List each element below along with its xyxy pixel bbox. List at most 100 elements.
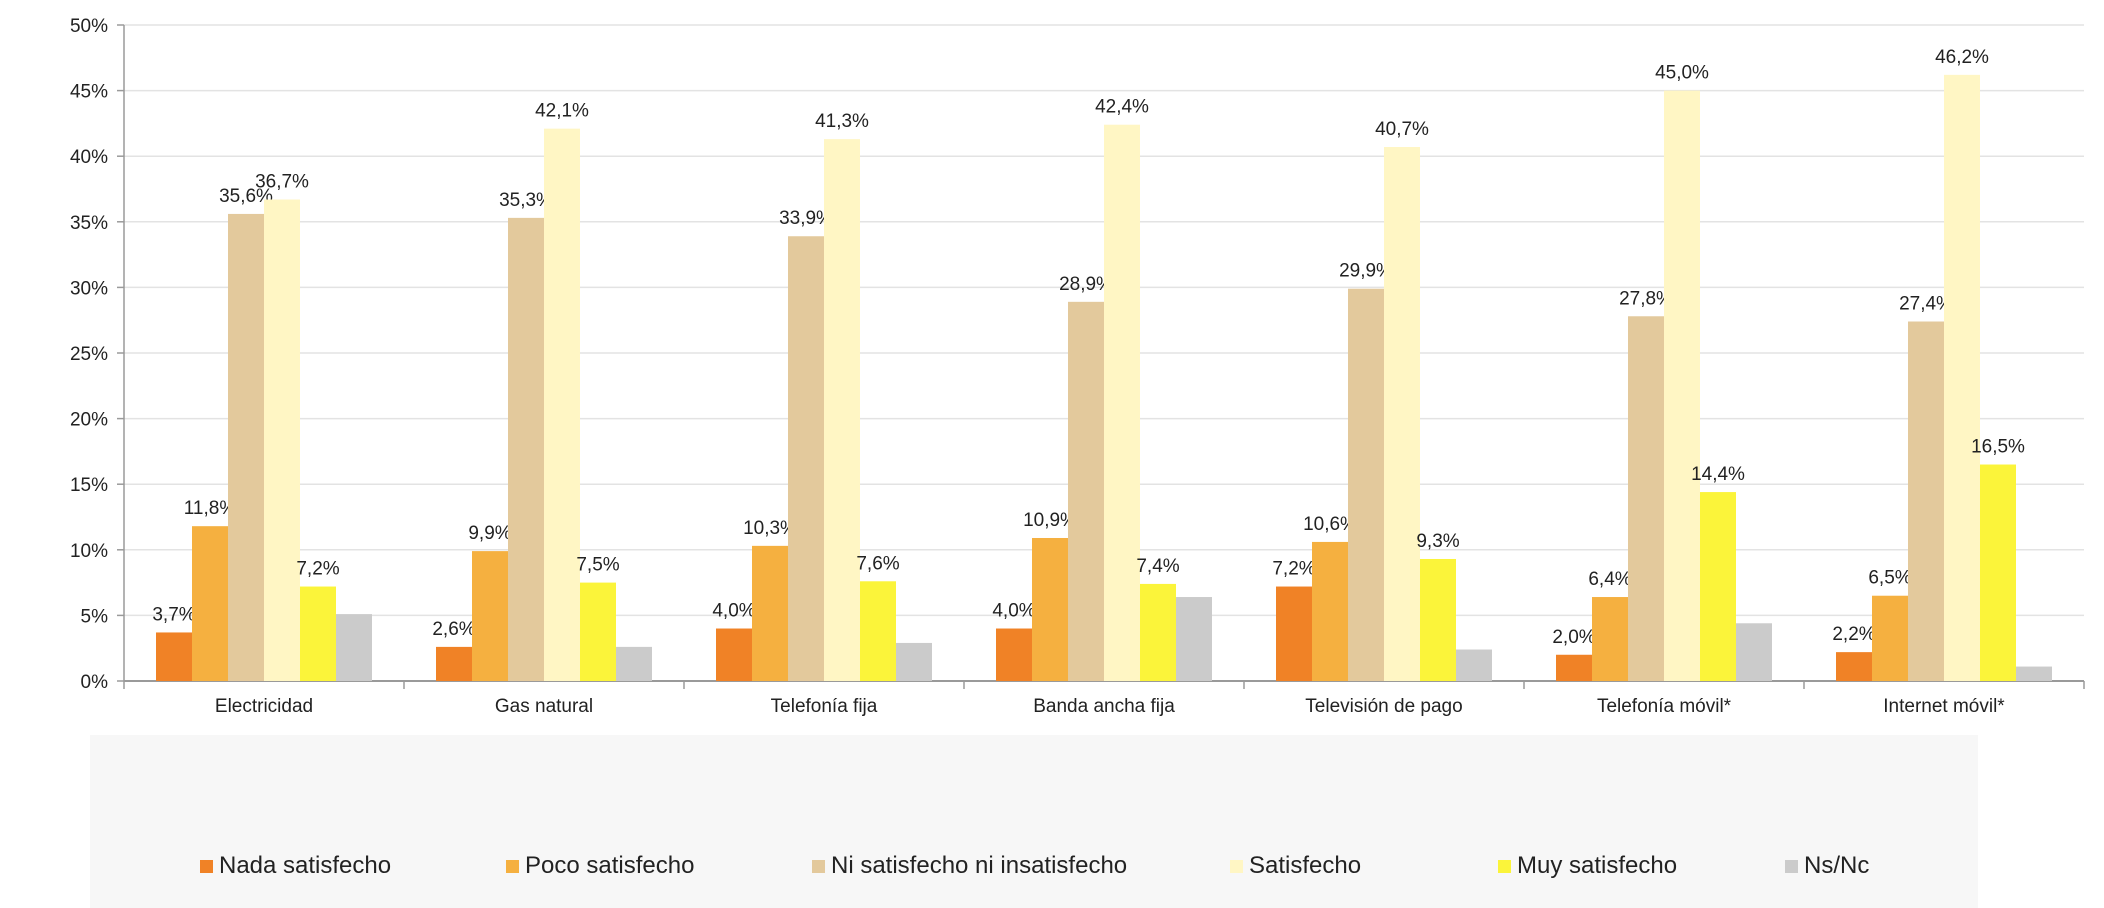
bar bbox=[1736, 623, 1772, 681]
y-tick-label: 40% bbox=[70, 147, 108, 168]
x-tick-label: Banda ancha fija bbox=[1033, 696, 1175, 717]
data-label: 9,9% bbox=[468, 523, 511, 544]
y-tick-label: 10% bbox=[70, 541, 108, 562]
bar bbox=[1176, 597, 1212, 681]
data-label: 7,5% bbox=[576, 555, 619, 576]
legend-item: Muy satisfecho bbox=[1498, 852, 1677, 880]
bar bbox=[1556, 654, 1592, 681]
bar bbox=[2016, 666, 2052, 681]
bar bbox=[752, 545, 788, 681]
data-label: 7,2% bbox=[1272, 559, 1315, 580]
bar bbox=[1592, 597, 1628, 681]
bar bbox=[508, 217, 544, 681]
legend-background bbox=[90, 735, 1978, 908]
bar bbox=[1628, 316, 1664, 681]
bar bbox=[860, 581, 896, 681]
y-tick-label: 15% bbox=[70, 475, 108, 496]
data-label: 4,0% bbox=[992, 601, 1035, 622]
data-label: 7,2% bbox=[296, 559, 339, 580]
legend-item: Poco satisfecho bbox=[506, 852, 694, 880]
bar bbox=[300, 586, 336, 681]
data-label: 16,5% bbox=[1971, 437, 2025, 458]
bar bbox=[580, 582, 616, 681]
bar bbox=[1068, 301, 1104, 681]
data-label: 10,9% bbox=[1023, 510, 1077, 531]
bar bbox=[1980, 464, 2016, 681]
legend-label: Poco satisfecho bbox=[525, 852, 695, 879]
data-label: 27,8% bbox=[1619, 288, 1673, 309]
legend-swatch bbox=[1785, 859, 1798, 873]
bar bbox=[156, 632, 192, 681]
x-tick-label: Telefonía móvil* bbox=[1597, 696, 1732, 717]
legend-label: Satisfecho bbox=[1249, 852, 1362, 879]
bar bbox=[996, 628, 1032, 681]
legend-label: Ni satisfecho ni insatisfecho bbox=[831, 852, 1128, 879]
bar bbox=[1276, 586, 1312, 681]
data-label: 2,0% bbox=[1552, 627, 1595, 648]
legend-swatch bbox=[812, 859, 825, 873]
x-tick-label: Telefonía fija bbox=[771, 696, 878, 717]
legend-swatch bbox=[506, 859, 519, 873]
data-label: 6,5% bbox=[1868, 568, 1911, 589]
bar bbox=[1836, 652, 1872, 681]
y-tick-label: 0% bbox=[81, 672, 109, 693]
data-label: 27,4% bbox=[1899, 294, 1953, 315]
y-tick-label: 30% bbox=[70, 278, 108, 299]
bar bbox=[1312, 541, 1348, 681]
data-label: 14,4% bbox=[1691, 464, 1745, 485]
data-label: 10,6% bbox=[1303, 514, 1357, 535]
data-label: 7,6% bbox=[856, 553, 899, 574]
data-label: 2,6% bbox=[432, 619, 475, 640]
bar bbox=[1032, 537, 1068, 681]
data-label: 33,9% bbox=[779, 208, 833, 229]
legend-label: Ns/Nc bbox=[1804, 852, 1870, 879]
data-label: 40,7% bbox=[1375, 119, 1429, 140]
legend-swatch bbox=[1498, 859, 1511, 873]
data-label: 3,7% bbox=[152, 604, 195, 625]
bar bbox=[716, 628, 752, 681]
bar bbox=[436, 646, 472, 681]
bar bbox=[824, 139, 860, 682]
y-tick-label: 20% bbox=[70, 410, 108, 431]
data-label: 42,1% bbox=[535, 101, 589, 122]
data-label: 10,3% bbox=[743, 518, 797, 539]
data-label: 9,3% bbox=[1416, 531, 1459, 552]
chart-legend: Nada satisfecho Poco satisfecho Ni satisfe… bbox=[0, 852, 2104, 892]
bar bbox=[228, 213, 264, 682]
legend-swatch bbox=[200, 859, 213, 873]
y-tick-label: 35% bbox=[70, 213, 108, 234]
data-label: 2,2% bbox=[1832, 624, 1875, 645]
x-tick-label: Internet móvil* bbox=[1883, 696, 2005, 717]
x-tick-label: Gas natural bbox=[495, 696, 593, 717]
bar bbox=[1104, 124, 1140, 682]
bar-chart: 0% 5% 10% 15% 20% 25% 30% 35% 40% 45% 50% 3,7% 11,8%… bbox=[70, 16, 2085, 717]
bar bbox=[1700, 492, 1736, 681]
bar bbox=[788, 236, 824, 681]
data-label: 29,9% bbox=[1339, 261, 1393, 282]
bar bbox=[1664, 90, 1700, 682]
data-label: 42,4% bbox=[1095, 97, 1149, 118]
legend-item: Ns/Nc bbox=[1785, 852, 1869, 880]
y-tick-label: 45% bbox=[70, 82, 108, 103]
data-label: 41,3% bbox=[815, 111, 869, 132]
bar bbox=[616, 646, 652, 681]
bar bbox=[896, 642, 932, 681]
data-label: 4,0% bbox=[712, 601, 755, 622]
legend-swatch bbox=[1230, 859, 1243, 873]
data-label: 36,7% bbox=[255, 171, 309, 192]
x-tick-label: Electricidad bbox=[215, 696, 313, 717]
x-tick-label: Televisión de pago bbox=[1305, 696, 1462, 717]
data-label: 7,4% bbox=[1136, 556, 1179, 577]
y-tick-label: 5% bbox=[81, 606, 109, 627]
y-tick-label: 50% bbox=[70, 16, 108, 37]
bar bbox=[336, 614, 372, 681]
legend-label: Muy satisfecho bbox=[1517, 852, 1678, 879]
bar bbox=[1384, 147, 1420, 682]
data-label: 11,8% bbox=[184, 498, 237, 519]
bar bbox=[472, 551, 508, 681]
legend-item: Nada satisfecho bbox=[200, 852, 391, 880]
y-tick-label: 25% bbox=[70, 344, 108, 365]
data-label: 6,4% bbox=[1588, 569, 1631, 590]
data-label: 45,0% bbox=[1655, 63, 1709, 84]
